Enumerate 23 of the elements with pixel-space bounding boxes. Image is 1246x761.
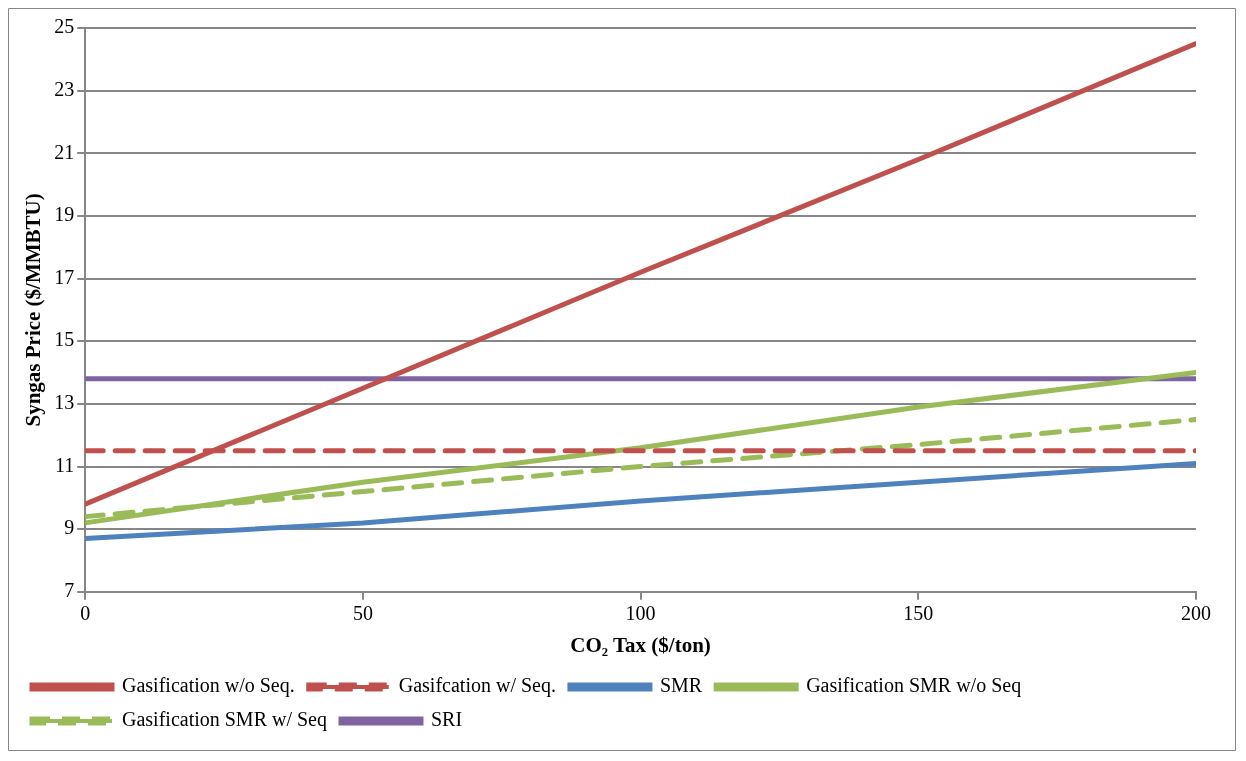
y-tick-label: 9: [64, 516, 75, 539]
y-tick-label: 17: [54, 265, 75, 288]
y-axis-title: Syngas Price ($/MMBTU): [21, 193, 46, 427]
y-tick-label: 21: [54, 140, 75, 163]
legend-label: Gasification w/o Seq.: [122, 674, 295, 698]
x-axis-title: CO₂ Tax ($/ton): [570, 632, 711, 657]
legend-label: Gasification SMR w/o Seq: [806, 674, 1022, 698]
y-tick-label: 25: [54, 15, 75, 38]
x-tick-label: 0: [80, 602, 91, 625]
legend-label: Gasification SMR w/ Seq: [122, 708, 327, 732]
legend-label: SMR: [659, 674, 703, 697]
y-tick-label: 13: [54, 391, 75, 414]
legend-label: SRI: [430, 708, 463, 731]
x-tick-label: 100: [625, 602, 656, 625]
x-tick-label: 200: [1181, 602, 1211, 625]
y-tick-label: 19: [54, 203, 75, 226]
y-tick-label: 7: [64, 579, 75, 602]
x-tick-label: 50: [352, 602, 373, 625]
y-tick-label: 11: [54, 453, 75, 476]
legend-label: Gasifcation w/ Seq.: [398, 674, 556, 698]
y-tick-label: 15: [54, 328, 75, 351]
x-tick-label: 150: [903, 602, 934, 625]
y-tick-label: 23: [54, 77, 75, 100]
